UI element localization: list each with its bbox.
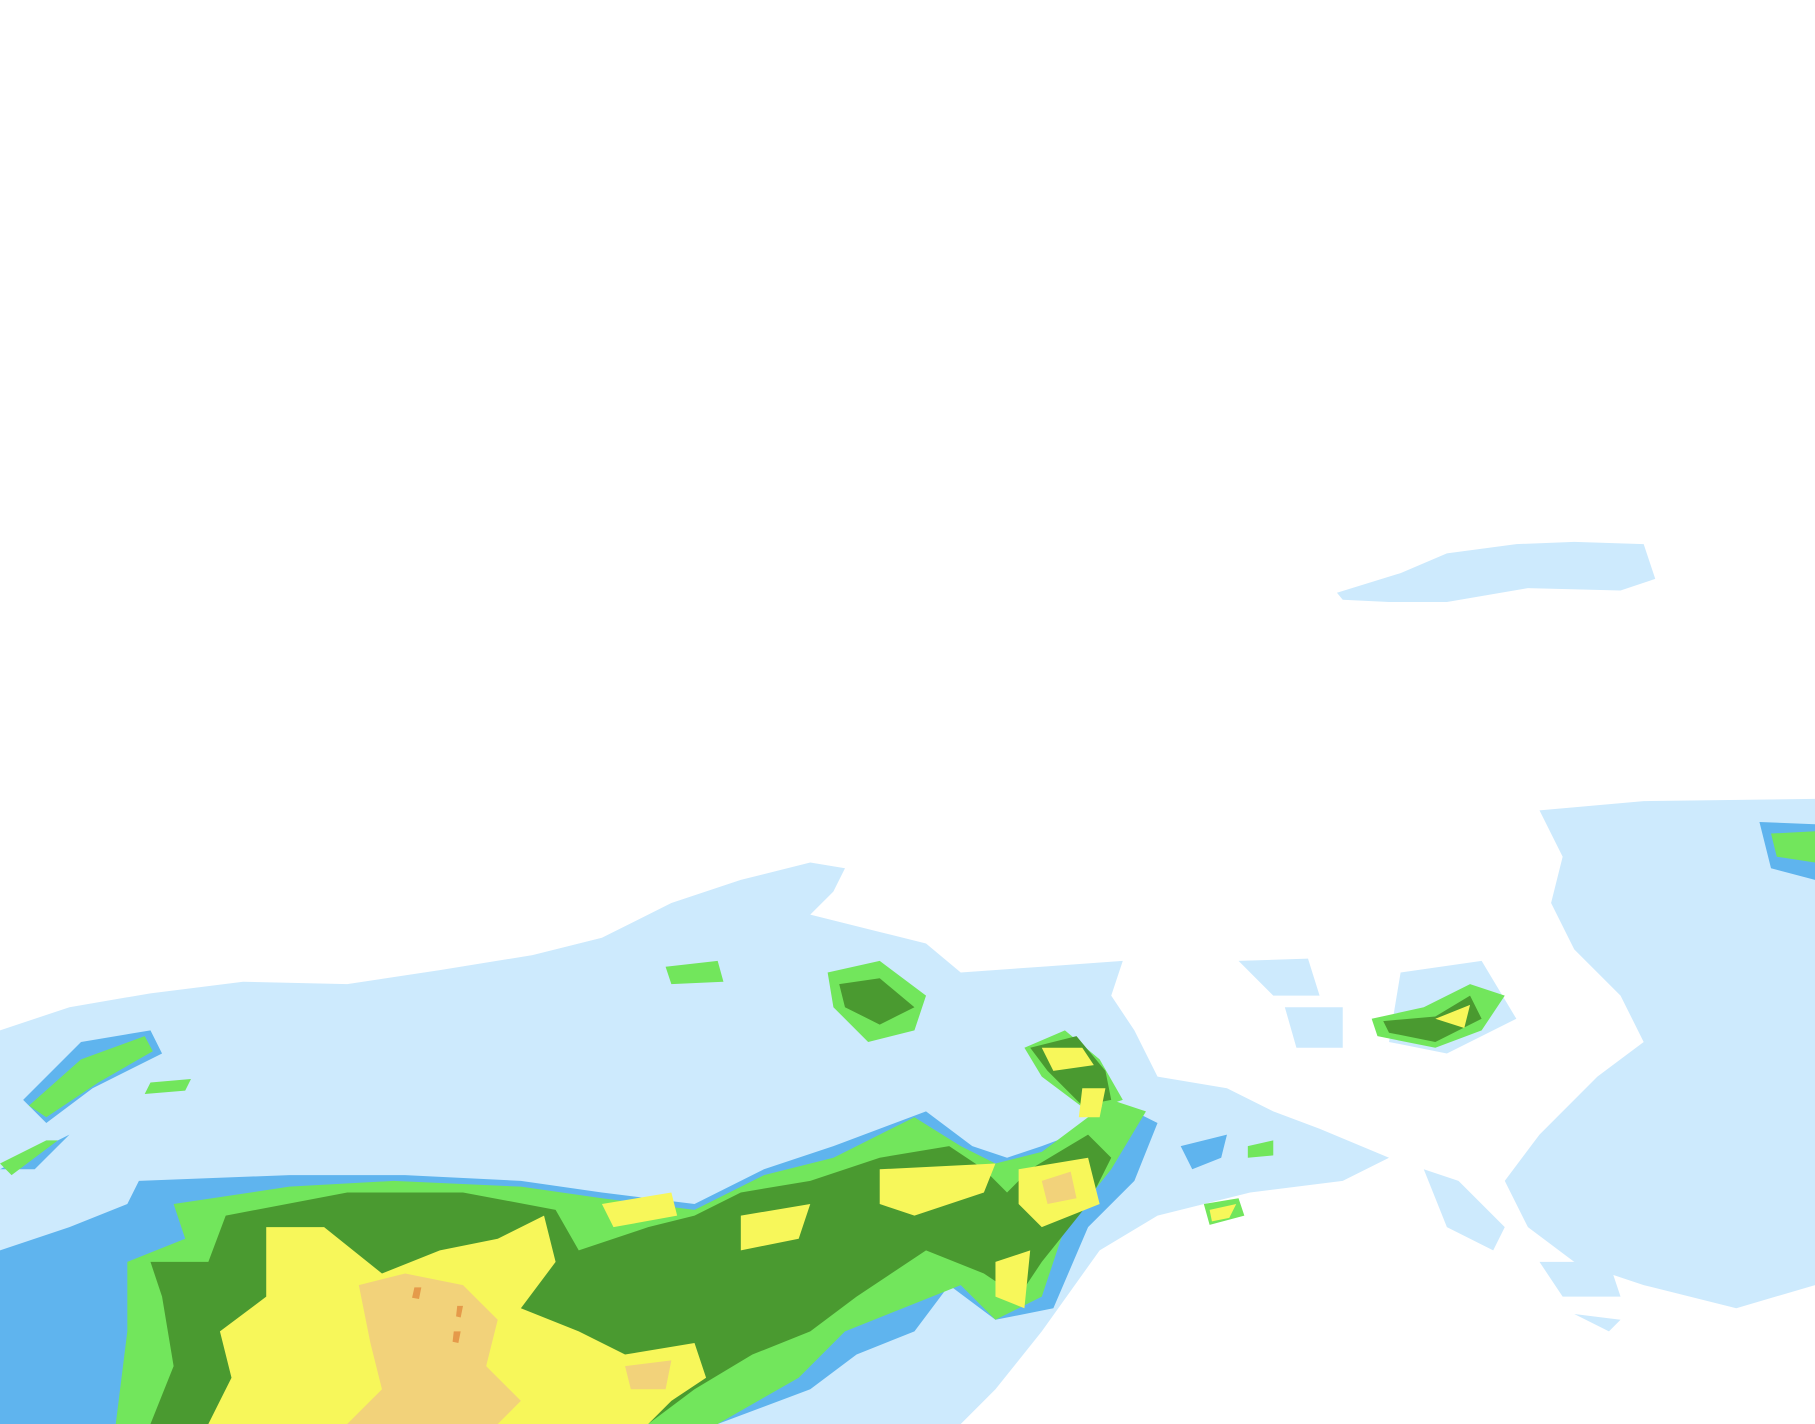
precip-area	[347, 1171, 1077, 1424]
precip-area-east	[1504, 798, 1815, 1309]
precip-area	[827, 960, 1505, 1112]
precip-area	[412, 1287, 464, 1343]
precip-area-southeast	[1423, 1169, 1621, 1332]
layer-intense-precip	[412, 1287, 464, 1343]
layer-very-heavy-precip	[347, 1171, 1077, 1424]
precip-area-northeast	[1336, 541, 1656, 603]
precip-area	[0, 1036, 153, 1176]
